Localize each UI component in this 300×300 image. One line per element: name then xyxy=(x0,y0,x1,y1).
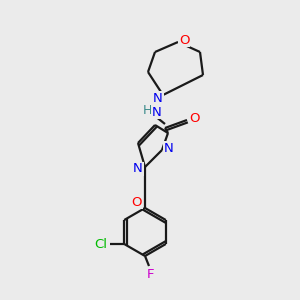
Text: N: N xyxy=(133,163,143,176)
Text: O: O xyxy=(190,112,200,125)
Text: O: O xyxy=(179,34,189,46)
Text: O: O xyxy=(132,196,142,208)
Text: F: F xyxy=(147,268,155,281)
Text: N: N xyxy=(153,92,163,104)
Text: N: N xyxy=(164,142,174,154)
Text: Cl: Cl xyxy=(95,238,108,250)
Text: N: N xyxy=(152,106,162,118)
Text: H: H xyxy=(142,104,152,118)
